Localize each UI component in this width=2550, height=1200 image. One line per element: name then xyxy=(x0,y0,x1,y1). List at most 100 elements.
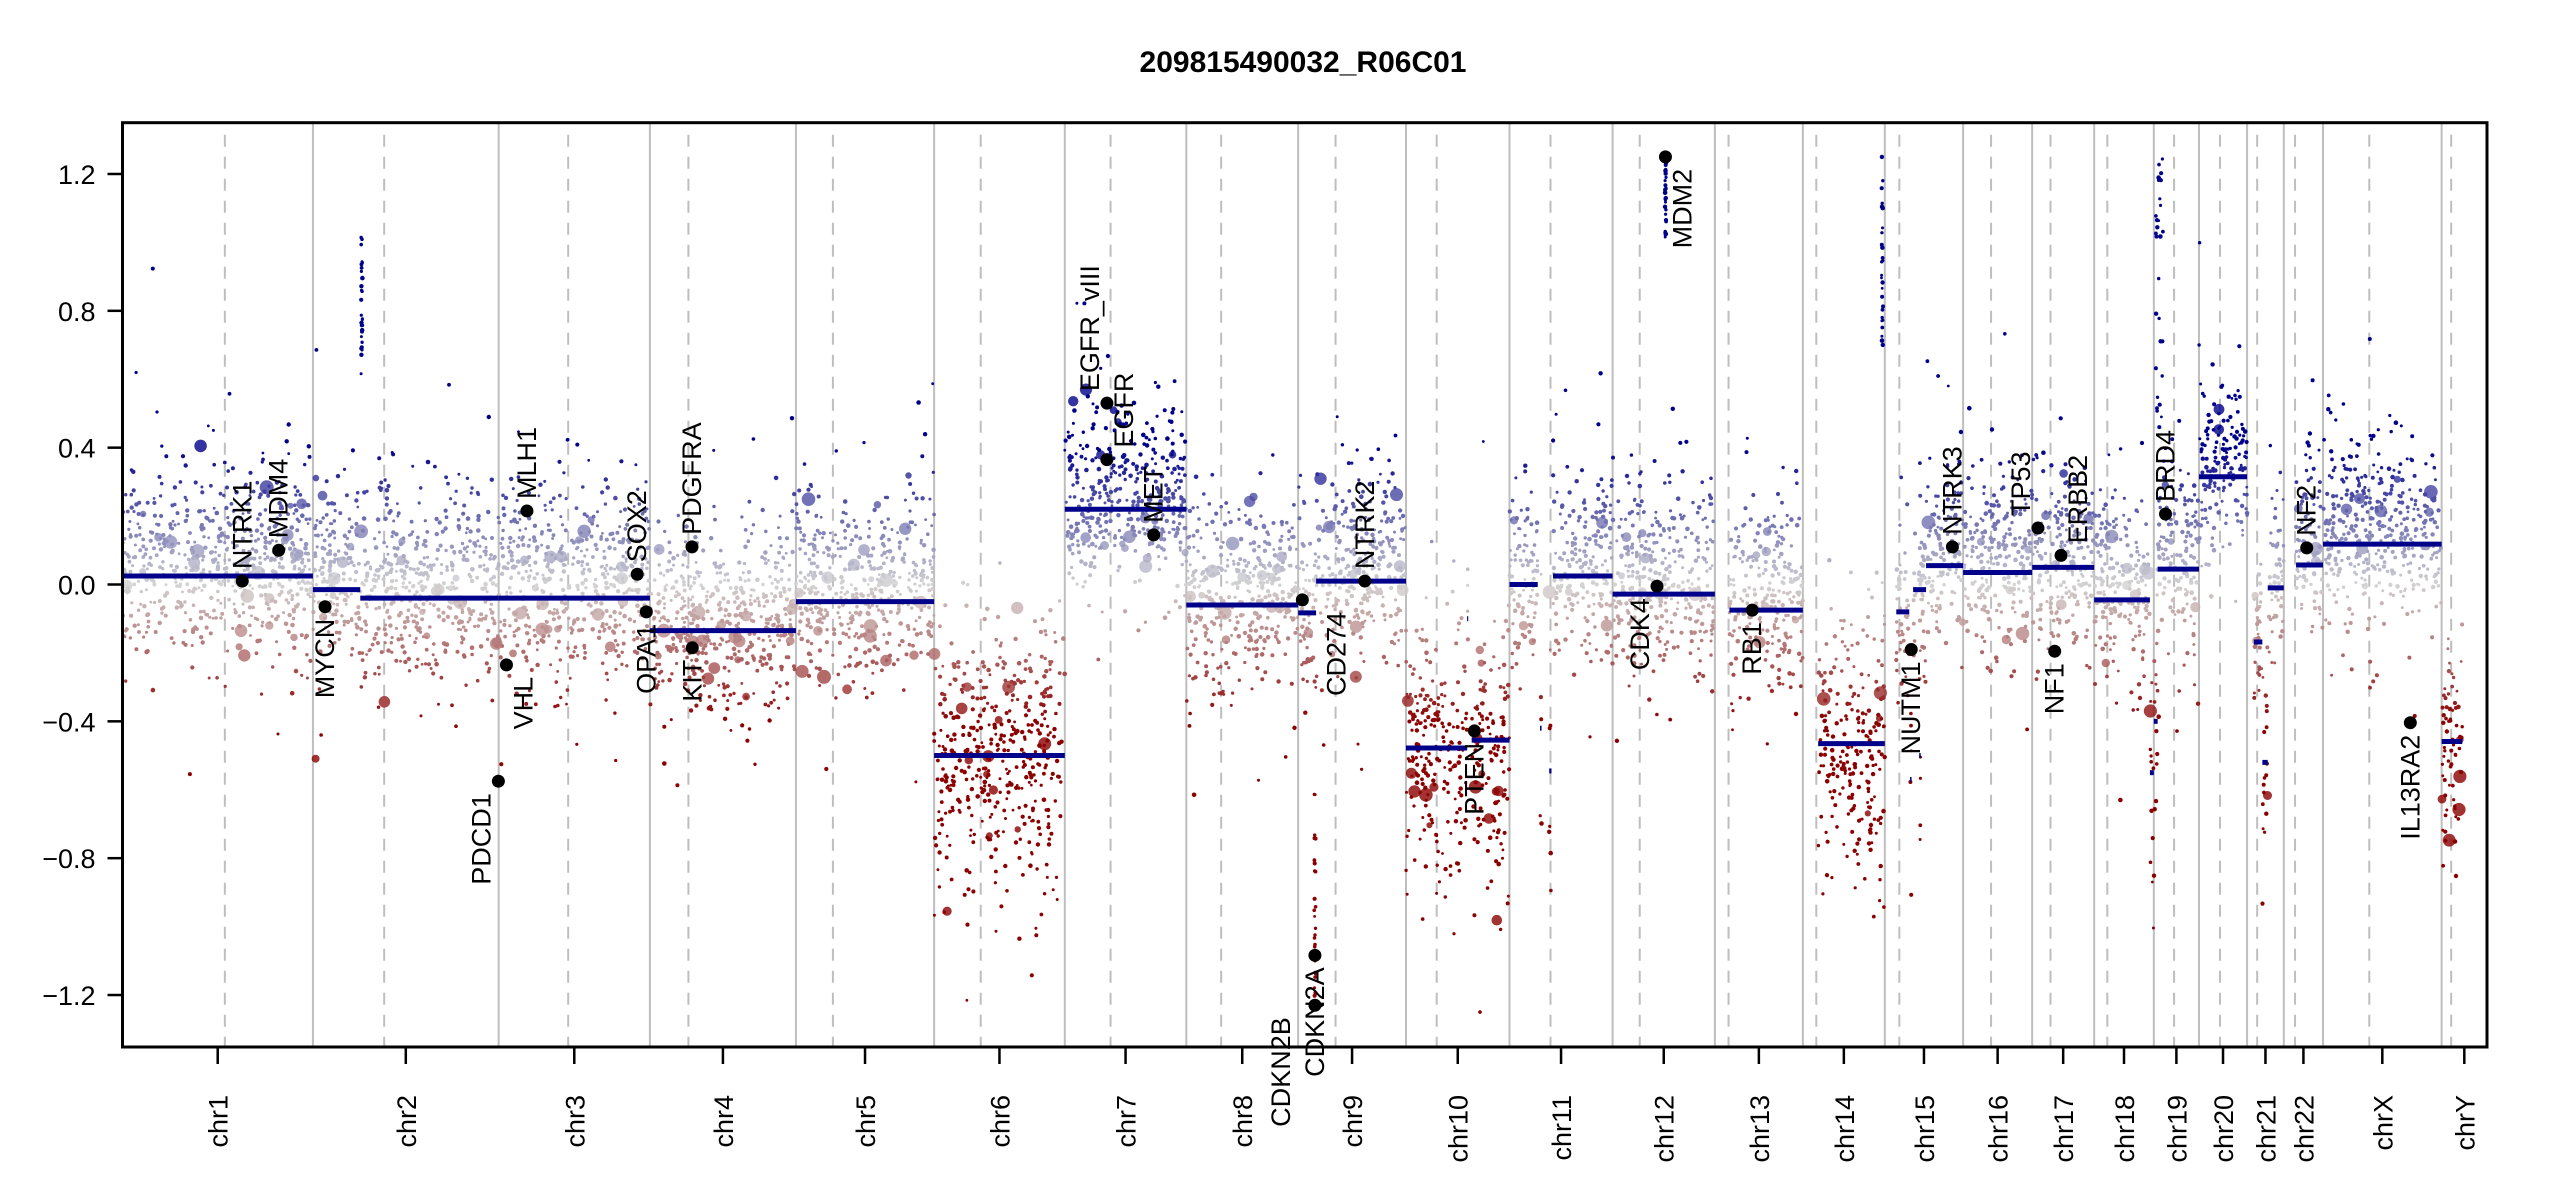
probe-point xyxy=(459,628,463,631)
probe-point xyxy=(1142,553,1152,563)
probe-point xyxy=(1071,532,1076,536)
probe-point xyxy=(817,606,821,610)
probe-point xyxy=(1464,716,1468,721)
probe-point xyxy=(555,610,560,615)
probe-point xyxy=(146,625,150,629)
probe-point xyxy=(373,537,377,541)
probe-point xyxy=(1044,862,1049,867)
probe-point xyxy=(995,742,1000,748)
probe-point xyxy=(1191,570,1196,575)
probe-point xyxy=(1513,532,1516,536)
probe-point xyxy=(1112,469,1116,473)
probe-point xyxy=(1361,503,1365,507)
probe-point xyxy=(1307,621,1311,625)
probe-point xyxy=(801,533,807,538)
probe-point xyxy=(743,610,749,615)
probe-point xyxy=(1532,543,1537,547)
probe-point xyxy=(1383,618,1387,622)
probe-point xyxy=(1005,783,1009,787)
probe-point xyxy=(708,662,721,674)
probe-point xyxy=(276,732,280,736)
probe-point xyxy=(1503,618,1509,624)
probe-point xyxy=(985,776,989,780)
probe-point xyxy=(1473,768,1477,772)
probe-point xyxy=(163,593,168,598)
probe-point xyxy=(160,444,164,448)
probe-point xyxy=(611,629,615,634)
probe-point xyxy=(1429,782,1439,792)
probe-point xyxy=(263,535,268,541)
probe-point xyxy=(582,567,586,571)
probe-point xyxy=(744,648,750,653)
probe-point xyxy=(1370,567,1375,571)
probe-point xyxy=(399,568,404,573)
probe-point xyxy=(1177,472,1181,476)
probe-point xyxy=(1001,659,1005,664)
probe-point xyxy=(961,683,966,688)
probe-point xyxy=(1182,499,1187,504)
probe-point xyxy=(1458,775,1463,780)
probe-point xyxy=(181,640,186,645)
probe-point xyxy=(839,622,844,627)
probe-point xyxy=(1327,583,1332,587)
probe-point xyxy=(801,538,806,543)
probe-point xyxy=(619,605,624,609)
probe-point xyxy=(779,568,784,573)
probe-point xyxy=(440,529,445,534)
probe-point xyxy=(1131,499,1136,504)
probe-point xyxy=(1187,508,1193,514)
probe-point xyxy=(1396,663,1400,668)
probe-point xyxy=(1143,620,1147,624)
probe-point xyxy=(980,819,984,823)
probe-point xyxy=(930,582,934,586)
probe-point xyxy=(1255,666,1260,671)
probe-point xyxy=(931,555,936,559)
probe-point xyxy=(1423,803,1428,808)
probe-point xyxy=(529,667,534,673)
probe-point xyxy=(125,588,131,594)
probe-point xyxy=(775,681,779,685)
probe-point xyxy=(1205,522,1209,527)
probe-point xyxy=(1009,782,1014,787)
probe-point xyxy=(299,633,304,638)
probe-point xyxy=(457,472,461,476)
probe-point xyxy=(1361,596,1366,601)
probe-point xyxy=(818,531,822,535)
probe-point xyxy=(426,575,430,579)
probe-point xyxy=(778,638,781,642)
probe-point xyxy=(1024,775,1029,780)
probe-point xyxy=(1068,495,1072,499)
probe-point xyxy=(908,509,912,513)
probe-point xyxy=(951,774,956,779)
probe-point xyxy=(441,618,446,623)
probe-point xyxy=(1036,826,1042,831)
probe-point xyxy=(482,549,486,553)
probe-point xyxy=(1363,507,1368,512)
probe-point xyxy=(944,855,949,860)
probe-point xyxy=(266,603,270,607)
probe-point xyxy=(663,602,667,606)
probe-point xyxy=(979,786,983,790)
probe-point xyxy=(1353,608,1358,613)
probe-point xyxy=(1199,579,1203,583)
probe-point xyxy=(669,718,673,722)
probe-point xyxy=(1589,562,1593,566)
probe-point xyxy=(509,519,513,524)
probe-point xyxy=(1421,768,1426,773)
probe-point xyxy=(1473,780,1478,785)
probe-point xyxy=(1251,574,1256,578)
probe-point xyxy=(1519,508,1523,512)
probe-point xyxy=(1005,889,1009,893)
probe-point xyxy=(300,579,305,584)
probe-point xyxy=(489,654,493,658)
probe-point xyxy=(1075,480,1080,485)
probe-point xyxy=(1108,450,1113,454)
probe-point xyxy=(1311,577,1317,583)
probe-point xyxy=(1472,837,1477,842)
probe-point xyxy=(232,602,236,606)
probe-point xyxy=(964,603,969,608)
probe-point xyxy=(919,631,923,636)
probe-point xyxy=(1516,603,1521,609)
probe-point xyxy=(1321,508,1325,513)
probe-point xyxy=(146,619,151,624)
